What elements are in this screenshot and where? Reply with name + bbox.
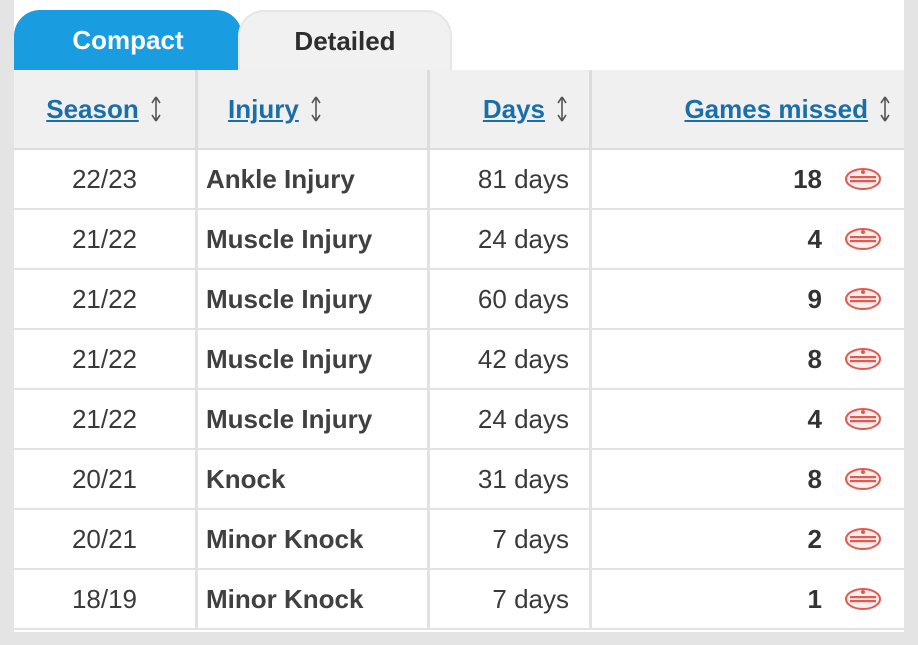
- season-cell: 21/22: [14, 390, 198, 448]
- injury-cell: Muscle Injury: [198, 390, 430, 448]
- games-missed-cell: 4: [592, 210, 904, 268]
- days-cell: 7 days: [430, 510, 592, 568]
- injury-cell: Knock: [198, 450, 430, 508]
- table-row: 20/21 Knock 31 days 8: [14, 450, 904, 510]
- games-missed-value: 1: [807, 583, 822, 614]
- sort-injury-link[interactable]: Injury: [228, 93, 299, 124]
- games-missed-cell: 4: [592, 390, 904, 448]
- header-season: Season: [14, 70, 198, 148]
- games-missed-value: 8: [807, 463, 822, 494]
- table-row: 21/22 Muscle Injury 24 days 4: [14, 210, 904, 270]
- games-missed-value: 2: [807, 523, 822, 554]
- days-cell: 42 days: [430, 330, 592, 388]
- injury-cell: Minor Knock: [198, 570, 430, 628]
- club-crest-icon[interactable]: [844, 287, 882, 311]
- season-cell: 18/19: [14, 570, 198, 628]
- table-row: 21/22 Muscle Injury 42 days 8: [14, 330, 904, 390]
- table-row: 22/23 Ankle Injury 81 days 18: [14, 150, 904, 210]
- injury-table: Season Injury Days Games missed 22/23 An…: [14, 70, 904, 630]
- sort-arrows-icon[interactable]: [309, 94, 323, 124]
- sort-arrows-icon[interactable]: [555, 94, 569, 124]
- injury-cell: Muscle Injury: [198, 270, 430, 328]
- sort-days-link[interactable]: Days: [482, 93, 545, 124]
- table-header-row: Season Injury Days Games missed: [14, 70, 904, 150]
- table-row: 21/22 Muscle Injury 24 days 4: [14, 390, 904, 450]
- club-crest-icon[interactable]: [844, 467, 882, 491]
- sort-arrows-icon[interactable]: [878, 94, 892, 124]
- season-cell: 21/22: [14, 330, 198, 388]
- view-tabs: Compact Detailed: [14, 0, 904, 70]
- injury-cell: Muscle Injury: [198, 330, 430, 388]
- games-missed-cell: 8: [592, 450, 904, 508]
- games-missed-cell: 1: [592, 570, 904, 628]
- days-cell: 24 days: [430, 210, 592, 268]
- games-missed-cell: 8: [592, 330, 904, 388]
- table-row: 21/22 Muscle Injury 60 days 9: [14, 270, 904, 330]
- table-row: 18/19 Minor Knock 7 days 1: [14, 570, 904, 630]
- days-cell: 31 days: [430, 450, 592, 508]
- header-days: Days: [430, 70, 592, 148]
- games-missed-value: 18: [793, 163, 822, 194]
- table-row: 20/21 Minor Knock 7 days 2: [14, 510, 904, 570]
- games-missed-value: 8: [807, 343, 822, 374]
- games-missed-value: 4: [807, 223, 822, 254]
- tab-detailed[interactable]: Detailed: [238, 10, 452, 70]
- season-cell: 21/22: [14, 210, 198, 268]
- sort-games-missed-link[interactable]: Games missed: [684, 93, 868, 124]
- days-cell: 7 days: [430, 570, 592, 628]
- table-body: 22/23 Ankle Injury 81 days 18 21/22 Musc…: [14, 150, 904, 630]
- header-games-missed: Games missed: [592, 70, 904, 148]
- games-missed-cell: 18: [592, 150, 904, 208]
- club-crest-icon[interactable]: [844, 227, 882, 251]
- club-crest-icon[interactable]: [844, 347, 882, 371]
- sort-arrows-icon[interactable]: [149, 94, 163, 124]
- season-cell: 22/23: [14, 150, 198, 208]
- club-crest-icon[interactable]: [844, 167, 882, 191]
- games-missed-cell: 9: [592, 270, 904, 328]
- season-cell: 20/21: [14, 450, 198, 508]
- injury-history-panel: Compact Detailed Season Injury Days Game…: [14, 0, 904, 632]
- days-cell: 24 days: [430, 390, 592, 448]
- injury-cell: Muscle Injury: [198, 210, 430, 268]
- club-crest-icon[interactable]: [844, 587, 882, 611]
- tab-compact[interactable]: Compact: [14, 10, 242, 70]
- games-missed-value: 9: [807, 283, 822, 314]
- club-crest-icon[interactable]: [844, 407, 882, 431]
- header-injury: Injury: [198, 70, 430, 148]
- games-missed-cell: 2: [592, 510, 904, 568]
- games-missed-value: 4: [807, 403, 822, 434]
- days-cell: 81 days: [430, 150, 592, 208]
- season-cell: 20/21: [14, 510, 198, 568]
- days-cell: 60 days: [430, 270, 592, 328]
- season-cell: 21/22: [14, 270, 198, 328]
- injury-cell: Minor Knock: [198, 510, 430, 568]
- sort-season-link[interactable]: Season: [46, 93, 139, 124]
- club-crest-icon[interactable]: [844, 527, 882, 551]
- injury-cell: Ankle Injury: [198, 150, 430, 208]
